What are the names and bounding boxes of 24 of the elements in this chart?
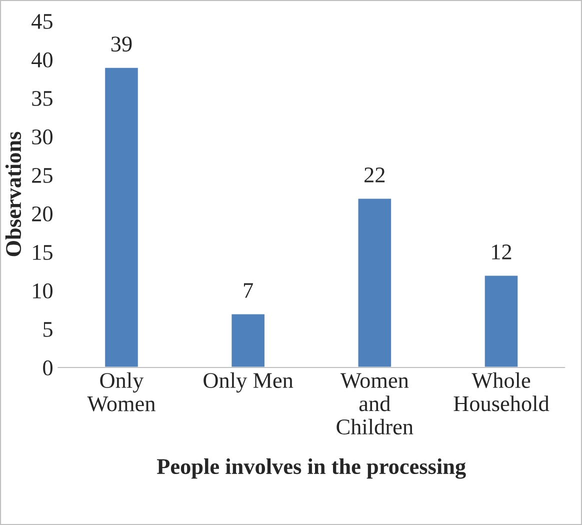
x-tick-label: Only Women <box>87 372 156 412</box>
y-tick-label: 15 <box>33 245 52 260</box>
x-tick-label: Only Men <box>204 372 294 393</box>
x-tick-label: Whole Household <box>454 372 550 412</box>
y-tick-label: 0 <box>43 360 52 376</box>
y-tick-label: 40 <box>32 52 52 68</box>
y-axis-title: Observations <box>5 132 22 256</box>
data-label: 22 <box>364 168 385 182</box>
data-label: 7 <box>244 283 253 298</box>
bar <box>230 312 266 368</box>
y-tick-label: 30 <box>32 129 52 144</box>
data-label: 39 <box>111 36 132 52</box>
y-tick-label: 45 <box>32 14 52 29</box>
x-tick-label: Women and Children <box>336 373 414 434</box>
data-label: 12 <box>492 244 512 260</box>
y-tick-label: 35 <box>32 90 52 106</box>
y-tick-label: 25 <box>32 168 52 183</box>
y-tick-label: 5 <box>44 322 52 337</box>
bar <box>483 274 520 368</box>
y-tick-label: 10 <box>33 283 52 298</box>
bar <box>356 197 392 368</box>
bar <box>104 66 140 368</box>
x-axis-title: People involves in the processing <box>157 458 466 479</box>
y-tick-label: 20 <box>32 206 52 222</box>
